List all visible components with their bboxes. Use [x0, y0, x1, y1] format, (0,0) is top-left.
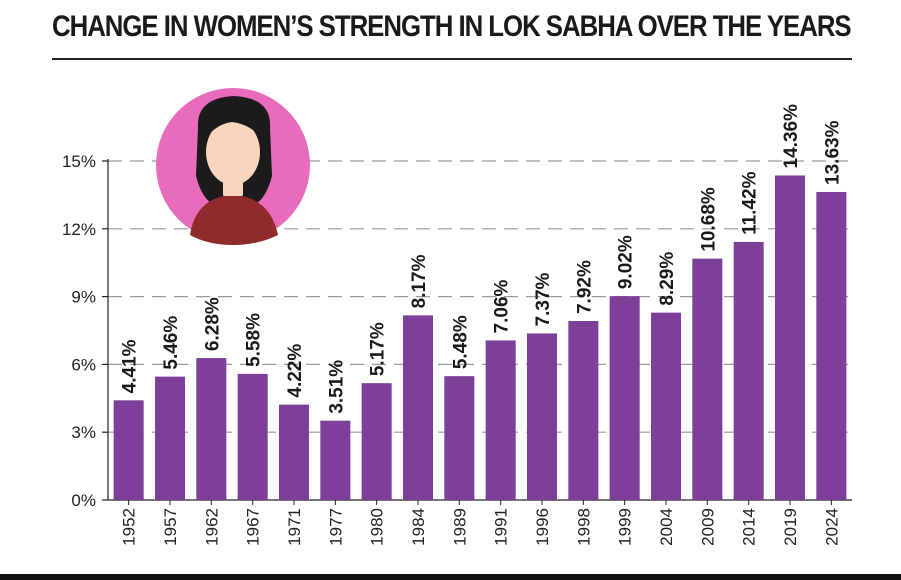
x-tick-label: 1989: [450, 508, 469, 546]
data-label: 10.68%: [698, 187, 719, 252]
bar: [155, 376, 185, 500]
bar: [775, 175, 805, 501]
x-tick-label: 1980: [368, 508, 387, 546]
x-tick-label: 1984: [409, 508, 428, 546]
data-label: 8.29%: [657, 252, 678, 306]
x-tick-label: 2024: [822, 508, 841, 546]
y-tick-label: 9%: [71, 288, 96, 307]
data-label: 7.92%: [574, 260, 595, 314]
x-axis-ticks: 1952 1957 1962 1967 1971 1977 1980 1984 1989 1991…: [120, 500, 841, 546]
bar: [527, 333, 557, 500]
data-labels: 4.41% 5.46% 6.28% 5.58% 4.22% 3.51% 5.17% 8.17%…: [120, 104, 844, 414]
data-label: 5.17%: [368, 322, 389, 376]
y-tick-label: 0%: [71, 491, 96, 510]
data-label: 4.22%: [285, 344, 306, 398]
bar: [609, 296, 640, 500]
y-tick-label: 6%: [71, 355, 96, 374]
x-tick-label: 2019: [781, 508, 800, 546]
x-tick-label: 1998: [574, 508, 593, 546]
avatar-shirt: [190, 196, 278, 245]
y-tick-label: 3%: [71, 423, 96, 442]
bar: [444, 376, 475, 500]
bar: [237, 373, 268, 500]
bar: [196, 358, 227, 500]
bottom-border: [0, 574, 901, 580]
bar: [113, 400, 144, 500]
bar: [279, 404, 309, 500]
bar: [403, 315, 433, 500]
x-tick-label: 1957: [161, 508, 180, 546]
avatar-fringe: [204, 110, 264, 140]
bar: [733, 241, 764, 500]
bar: [361, 383, 392, 500]
bar: [651, 312, 681, 500]
data-label: 7.06%: [492, 279, 513, 333]
x-tick-label: 1967: [244, 508, 263, 546]
data-label: 5.58%: [244, 313, 265, 367]
x-tick-label: 1996: [533, 508, 552, 546]
bar: [816, 191, 847, 500]
woman-avatar-icon: [156, 88, 310, 245]
title-divider: [52, 58, 852, 60]
data-label: 11.42%: [740, 171, 761, 234]
data-label: 4.41%: [120, 339, 141, 393]
x-tick-label: 2004: [657, 508, 676, 546]
bars: [113, 175, 847, 501]
bar: [320, 420, 351, 500]
data-label: 5.48%: [450, 315, 471, 369]
data-label: 9.02%: [616, 235, 637, 289]
data-label: 5.46%: [161, 316, 182, 370]
data-label: 13.63%: [822, 120, 843, 185]
data-label: 7.37%: [533, 272, 554, 326]
y-tick-label: 15%: [62, 152, 96, 171]
x-tick-label: 1999: [616, 508, 635, 546]
avatar-face: [206, 119, 260, 185]
x-tick-label: 2009: [698, 508, 717, 546]
y-axis: 0% 3% 6% 9% 12% 15%: [62, 152, 852, 510]
y-tick-label: 12%: [62, 220, 96, 239]
bar: [485, 340, 516, 500]
data-label: 3.51%: [326, 360, 347, 414]
data-label: 14.36%: [781, 104, 802, 169]
x-tick-label: 1952: [120, 508, 139, 546]
bar: [568, 321, 599, 500]
chart-title: CHANGE IN WOMEN’S STRENGTH IN LOK SABHA …: [52, 10, 852, 43]
x-tick-label: 2014: [740, 508, 759, 546]
data-label: 8.17%: [409, 254, 430, 308]
x-tick-label: 1962: [202, 508, 221, 546]
x-tick-label: 1991: [492, 508, 511, 546]
x-tick-label: 1977: [326, 508, 345, 546]
bar: [692, 258, 723, 500]
data-label: 6.28%: [202, 297, 223, 351]
x-tick-label: 1971: [285, 508, 304, 546]
